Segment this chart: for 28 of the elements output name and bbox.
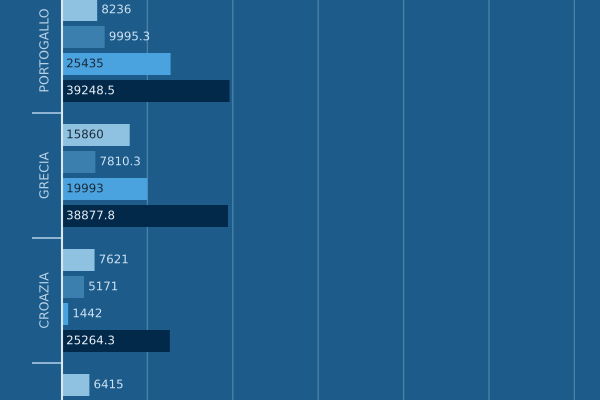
bar — [62, 124, 130, 146]
y-tick-label: CROAZIA — [39, 272, 49, 328]
data-label: 1442 — [74, 308, 102, 318]
bar — [62, 178, 148, 200]
data-label: 7621 — [100, 254, 128, 264]
bar — [62, 80, 230, 102]
data-label: 25264.3 — [67, 335, 114, 344]
data-label: 5171 — [89, 282, 118, 290]
bar — [62, 0, 98, 21]
data-label: 6415 — [94, 379, 123, 388]
bar — [62, 151, 96, 173]
data-label: 15860 — [67, 129, 103, 138]
data-label: 38877.8 — [67, 210, 114, 220]
data-label: 7810.3 — [100, 156, 140, 166]
bar — [62, 205, 228, 227]
bar — [62, 53, 171, 75]
y-tick-label: PORTOGALLO — [39, 9, 49, 92]
y-tick-label: GRECIA — [39, 152, 49, 198]
bar — [62, 26, 105, 48]
data-label: 9995.3 — [110, 31, 150, 40]
data-label: 19993 — [67, 183, 103, 192]
data-label: 39248.5 — [67, 85, 114, 94]
data-label: 8236 — [102, 4, 131, 14]
bar — [62, 374, 90, 396]
bar — [62, 330, 170, 352]
bar — [62, 276, 84, 298]
data-label: 25435 — [67, 58, 103, 68]
bar — [62, 249, 95, 271]
